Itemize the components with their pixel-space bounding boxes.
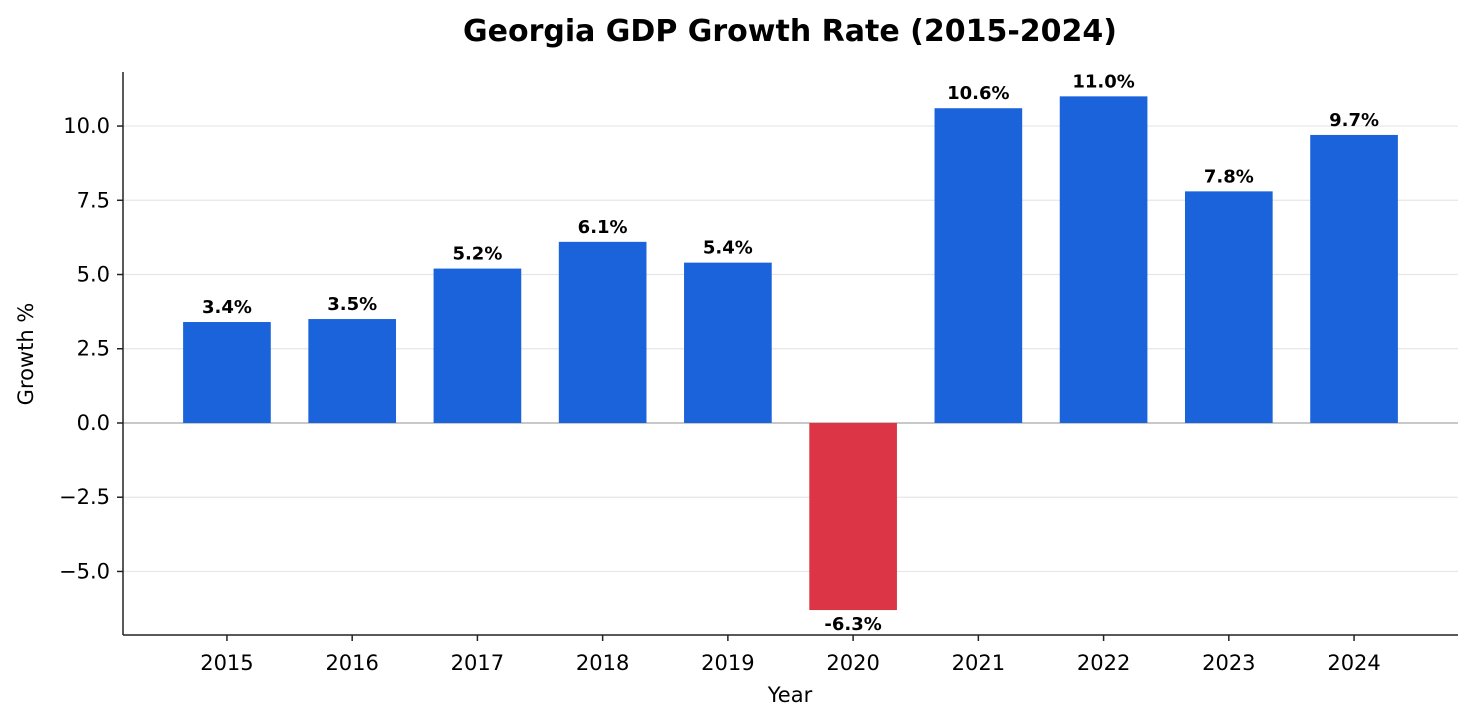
x-tick-label: 2020 <box>826 651 879 675</box>
bar-2019 <box>684 262 772 423</box>
bar-2020 <box>809 422 897 611</box>
x-tick-label: 2024 <box>1327 651 1380 675</box>
y-tick-label: 10.0 <box>63 114 110 138</box>
y-tick-label: 5.0 <box>77 263 110 287</box>
y-tick-label: 7.5 <box>77 188 110 212</box>
data-label: 5.2% <box>452 244 502 265</box>
data-label: 3.5% <box>327 294 377 315</box>
bar-2023 <box>1184 191 1273 423</box>
bar-2016 <box>308 319 397 423</box>
data-label: -6.3% <box>824 614 881 635</box>
x-tick-label: 2023 <box>1202 651 1255 675</box>
bar-2024 <box>1310 134 1398 423</box>
x-tick-label: 2015 <box>200 651 253 675</box>
x-axis-label: Year <box>767 683 813 707</box>
data-labels: 3.4% 3.5% 5.2% 6.1% 5.4% -6.3% 10.6% 11.0% 7.8% 9… <box>202 71 1379 635</box>
bar-2021 <box>934 108 1023 423</box>
bars <box>183 96 1398 611</box>
bar-2017 <box>433 268 522 423</box>
bar-2022 <box>1059 96 1148 423</box>
data-label: 5.4% <box>703 238 753 259</box>
data-label: 11.0% <box>1072 71 1134 92</box>
data-label: 10.6% <box>947 83 1009 104</box>
y-axis-label: Growth % <box>14 303 38 406</box>
x-tick-label: 2021 <box>952 651 1005 675</box>
y-tick-label: −5.0 <box>59 559 110 583</box>
x-tick-label: 2022 <box>1077 651 1130 675</box>
x-tick-label: 2018 <box>576 651 629 675</box>
y-tick-label: 0.0 <box>77 411 110 435</box>
bar-2015 <box>183 322 271 423</box>
x-ticks: 2015 2016 2017 2018 2019 2020 2021 2022 2023 2024 <box>200 635 1381 675</box>
y-tick-label: 2.5 <box>77 337 110 361</box>
y-ticks: −5.0 −2.5 0.0 2.5 5.0 7.5 10.0 <box>59 114 123 583</box>
data-label: 7.8% <box>1204 166 1254 187</box>
x-tick-label: 2017 <box>451 651 504 675</box>
data-label: 9.7% <box>1329 110 1379 131</box>
data-label: 6.1% <box>578 217 628 238</box>
x-tick-label: 2016 <box>325 651 378 675</box>
data-label: 3.4% <box>202 297 252 318</box>
chart-title: Georgia GDP Growth Rate (2015-2024) <box>463 14 1117 49</box>
bar-2018 <box>558 241 647 423</box>
y-tick-label: −2.5 <box>59 485 110 509</box>
x-tick-label: 2019 <box>701 651 754 675</box>
